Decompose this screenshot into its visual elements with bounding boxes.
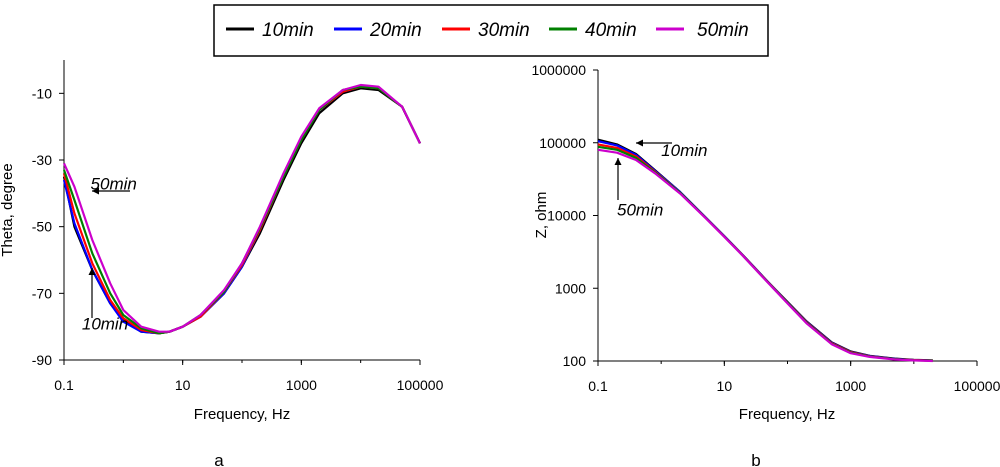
- panel-a-series-50min: [62, 83, 421, 333]
- legend-label-20min: 20min: [369, 20, 422, 41]
- panel-a-x-tick-label: 100000: [397, 377, 444, 393]
- panel-b-annotations: 10min 50min: [614, 139, 707, 220]
- panel-a-x-tick-label: 1000: [286, 377, 317, 393]
- panel-b-y-tick-label: 1000: [555, 280, 586, 296]
- panel-b-x-tick-label: 100000: [954, 378, 1000, 394]
- panel-b-x-tick-label: 10: [717, 378, 733, 394]
- panel-a-y-tick-label: -90: [32, 352, 52, 368]
- panel-b-y-tick-label: 10000: [547, 208, 586, 224]
- panel-b-series-10min: [597, 138, 933, 362]
- panel-a-x-tick-label: 0.1: [54, 377, 74, 393]
- panel-a-x-tick-label: 10: [175, 377, 191, 393]
- panel-a-annotation-10min: 10min: [82, 314, 128, 333]
- panel-a-y-tick-label: -10: [32, 85, 52, 101]
- legend-entry-50min: 50min: [656, 20, 749, 41]
- panel-b-series-20min: [597, 140, 933, 362]
- panel-b-y-tick-label: 100: [563, 353, 587, 369]
- panel-a-annotation-50min: 50min: [91, 174, 137, 193]
- legend-entry-30min: 30min: [442, 20, 530, 41]
- legend-label-50min: 50min: [697, 20, 749, 41]
- panel-a-y-axis-title: Theta, degree: [0, 163, 16, 256]
- legend-entry-40min: 40min: [549, 20, 637, 41]
- panel-b-y-tick-label: 1000000: [531, 62, 586, 78]
- panel-a-theta-chart: 0.1 10 1000 100000 -10 -30 -50 -70 -90 50min 10mi…: [0, 60, 444, 467]
- legend-label-30min: 30min: [478, 20, 530, 41]
- legend-entry-20min: 20min: [334, 20, 422, 41]
- panel-b-x-tick-label: 1000: [835, 378, 866, 394]
- panel-b-series-30min: [597, 143, 933, 362]
- panel-b-arrow-10min-head: [636, 139, 643, 147]
- panel-b-series-40min: [597, 145, 933, 362]
- panel-a-label: a: [214, 451, 224, 467]
- legend-entry-10min: 10min: [226, 20, 314, 41]
- panel-a-annotations: 50min 10min: [82, 174, 137, 333]
- panel-b-label: b: [751, 451, 760, 467]
- legend-label-10min: 10min: [262, 20, 314, 41]
- panel-b-x-tick-label: 0.1: [588, 378, 608, 394]
- panel-a-y-tick-label: -70: [32, 285, 52, 301]
- legend: 10min 20min 30min 40min 50min: [213, 4, 769, 57]
- panel-a-x-axis-title: Frequency, Hz: [194, 406, 290, 423]
- panel-a-arrow-50min-head: [92, 187, 99, 195]
- panel-b-y-axis-title: Z, ohm: [533, 192, 550, 239]
- panel-b-annotation-50min: 50min: [617, 201, 663, 220]
- panel-a-y-tick-label: -50: [32, 219, 52, 235]
- panel-a-ticks: 0.1 10 1000 100000 -10 -30 -50 -70 -90: [32, 85, 444, 393]
- panel-b-series: [597, 138, 933, 363]
- legend-label-40min: 40min: [585, 20, 637, 41]
- panel-b-annotation-10min: 10min: [661, 141, 707, 160]
- panel-a-y-tick-label: -30: [32, 152, 52, 168]
- panel-b-y-tick-label: 100000: [539, 135, 586, 151]
- panel-b-impedance-chart: 0.1 10 1000 100000 1000000 100000 10000 1000 100…: [531, 62, 1000, 467]
- panel-b-arrow-50min-head: [614, 158, 622, 165]
- panel-b-ticks: 0.1 10 1000 100000 1000000 100000 10000 1000 100: [531, 62, 1000, 394]
- panel-a-arrow-10min-head: [88, 268, 96, 275]
- panel-a-series: [62, 83, 421, 335]
- panel-b-x-axis-title: Frequency, Hz: [739, 406, 835, 423]
- panel-b-series-50min: [597, 148, 933, 363]
